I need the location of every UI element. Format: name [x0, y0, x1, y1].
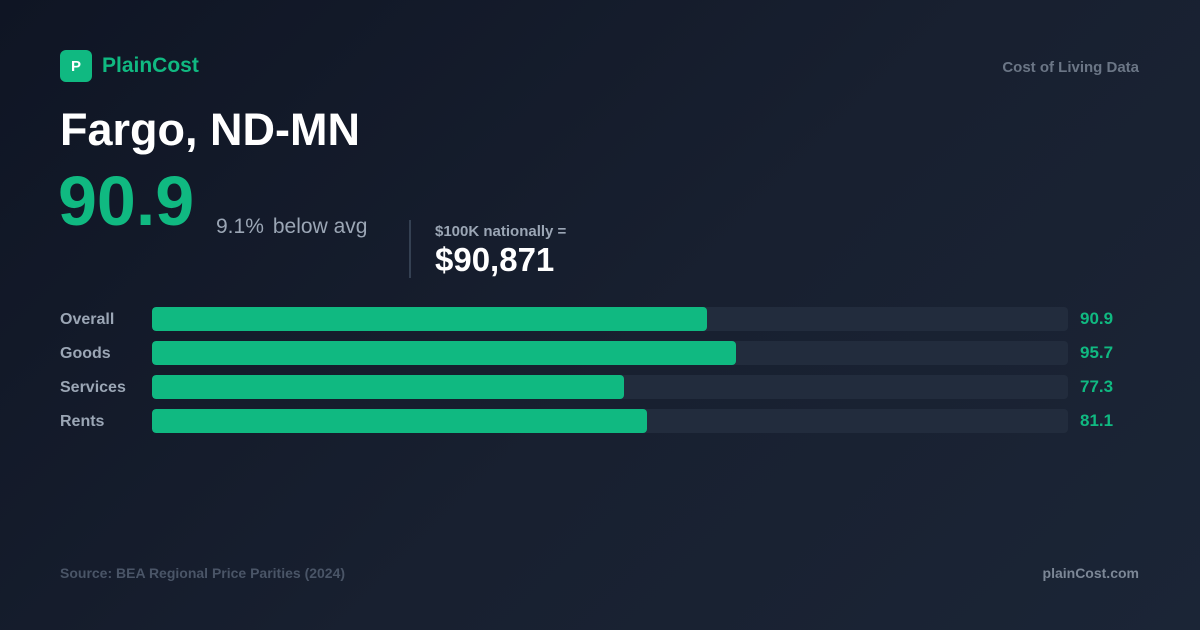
logo-icon: P — [60, 50, 92, 82]
bar-value-label: 81.1 — [1080, 411, 1114, 430]
equivalent-value: $90,871 — [435, 241, 555, 278]
brand-logo[interactable]: P PlainCost — [60, 50, 199, 82]
bar-row: Goods 95.7 — [60, 341, 1140, 365]
diff-percent: 9.1% — [216, 215, 264, 238]
diff-text: below avg — [272, 215, 368, 238]
bar-value-label: 77.3 — [1080, 377, 1114, 396]
bar-value-label: 95.7 — [1080, 343, 1114, 362]
bar-label: Overall — [60, 311, 115, 328]
index-value: 90.9 — [58, 162, 195, 240]
bar-fill — [152, 409, 648, 433]
tagline: Cost of Living Data — [1002, 59, 1139, 76]
bar-row: Rents 81.1 — [60, 409, 1140, 433]
bar-label: Services — [60, 379, 126, 396]
bar-fill — [152, 375, 625, 399]
page-title: Fargo, ND-MN — [60, 104, 360, 155]
bar-track — [152, 375, 1068, 399]
bar-fill — [152, 341, 737, 365]
bar-label: Goods — [60, 345, 111, 362]
equivalent-label: $100K nationally = — [435, 223, 567, 240]
bar-fill — [152, 307, 708, 331]
brand-name: PlainCost — [102, 54, 199, 77]
index-diff: 9.1% below avg — [216, 215, 367, 239]
bar-track — [152, 409, 1068, 433]
bar-label: Rents — [60, 413, 105, 430]
divider — [409, 220, 411, 278]
bar-track — [152, 341, 1068, 365]
bar-chart: Overall 90.9 Goods 95.7 Services 77.3 Rents 81.… — [60, 307, 1140, 443]
bar-row: Overall 90.9 — [60, 307, 1140, 331]
site-link[interactable]: plainCost.com — [1042, 565, 1139, 581]
bar-value-label: 90.9 — [1080, 309, 1114, 328]
bar-row: Services 77.3 — [60, 375, 1140, 399]
bar-track — [152, 307, 1068, 331]
source-note: Source: BEA Regional Price Parities (202… — [60, 565, 346, 581]
